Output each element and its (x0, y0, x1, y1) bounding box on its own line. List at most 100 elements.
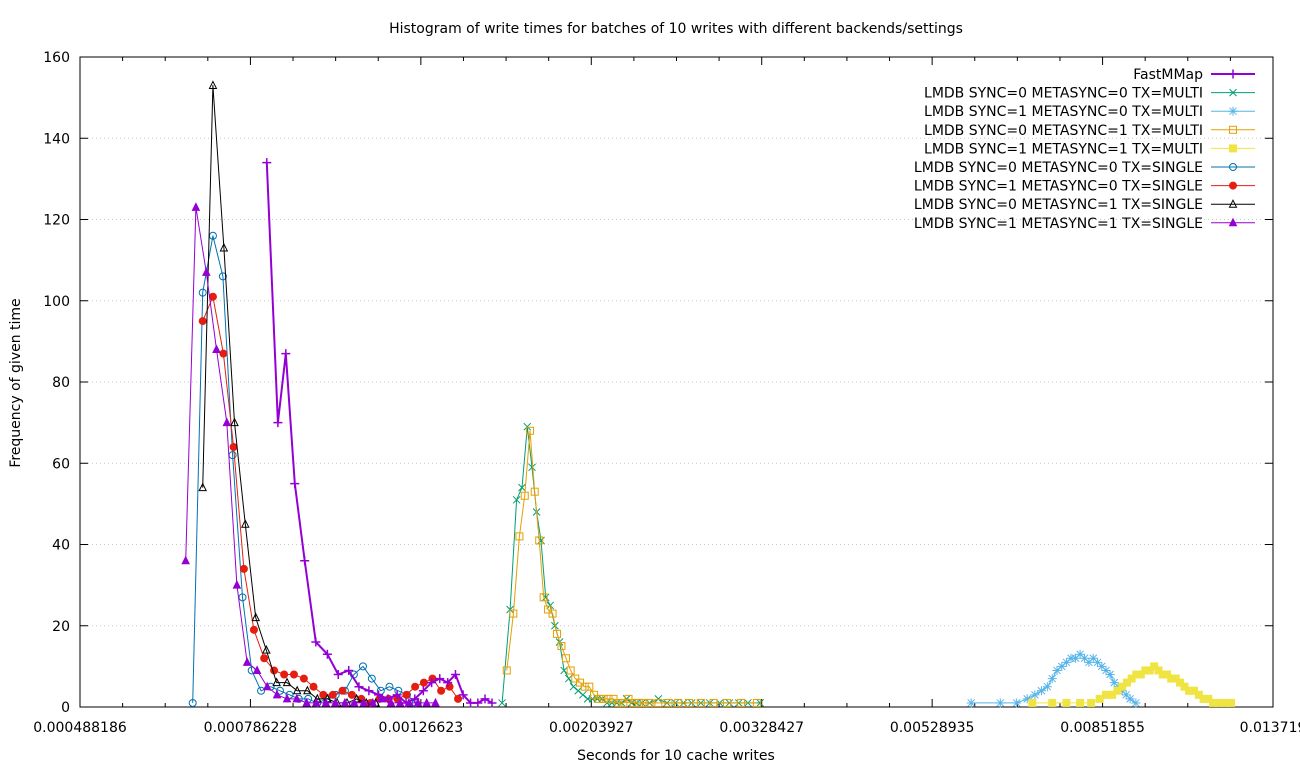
series-5 (188, 231, 420, 707)
y-axis-label: Frequency of given time (8, 298, 24, 467)
series-4-point (1150, 662, 1159, 671)
grid-layer (80, 137, 1273, 627)
legend-swatch-marker (1229, 163, 1237, 171)
series-2-point (1105, 670, 1115, 679)
series-3-point (674, 698, 683, 707)
series-2-point (1109, 678, 1119, 688)
series-6-line (202, 296, 459, 704)
series-7-point (219, 242, 229, 252)
series-2-point (1097, 661, 1107, 671)
series-6-point (319, 690, 328, 699)
series-8-point (302, 697, 311, 707)
legend-label: FastMMap (1133, 67, 1203, 83)
series-7-point (198, 482, 208, 492)
series-1-point (560, 666, 568, 675)
legend-item-6: LMDB SYNC=1 METASYNC=0 TX=SINGLE (914, 179, 1255, 195)
series-1-point (506, 605, 514, 614)
series-3-point (752, 698, 761, 707)
series-8-point (262, 681, 272, 691)
series-4-point (1204, 694, 1213, 703)
series-4-point (1122, 678, 1131, 687)
series-4-point (1076, 698, 1085, 707)
series-8-point (222, 417, 232, 427)
chart-title: Histogram of write times for batches of … (389, 21, 963, 37)
series-3-point (530, 487, 539, 496)
series-7-point (292, 685, 302, 695)
series-2-point (1088, 653, 1098, 663)
series-3-point (640, 698, 649, 707)
legend-item-2: LMDB SYNC=1 METASYNC=0 TX=MULTI (924, 104, 1255, 120)
series-8-point (340, 697, 350, 707)
series-6-point (239, 564, 248, 573)
series-2-point (1093, 657, 1103, 667)
series-0-point (300, 556, 310, 566)
legend-item-0: FastMMap (1133, 67, 1255, 83)
series-3-point (553, 629, 562, 638)
series-6-point (219, 349, 228, 358)
y-tick-label: 120 (43, 213, 70, 229)
series-3-point (645, 698, 654, 707)
series-3-point (722, 698, 731, 707)
series-8-point (282, 693, 292, 703)
x-axis-label: Seconds for 10 cache writes (577, 748, 775, 764)
series-6-point (198, 317, 207, 326)
series-3-point (576, 678, 585, 687)
series-3-point (566, 666, 575, 675)
series-3-point (525, 426, 534, 435)
series-8-point (292, 693, 302, 703)
axes-layer: 0 20 40 60 80 100 120 140 160 0.000488186 0.000786… (33, 50, 1300, 736)
series-3-point (580, 682, 589, 691)
series-0-point (401, 698, 411, 708)
series-6-point (309, 682, 318, 691)
series-3-point (502, 666, 511, 675)
series-2-point (1080, 653, 1090, 663)
series-6-point (249, 625, 258, 634)
y-tick-label: 160 (43, 50, 70, 66)
series-0-point (443, 678, 453, 688)
series-8-point (413, 697, 423, 707)
legend-label: LMDB SYNC=1 METASYNC=0 TX=MULTI (924, 104, 1203, 120)
series-2-point (1066, 653, 1076, 663)
series-7-point (303, 685, 312, 695)
series-8-point (272, 689, 282, 699)
series-8-point (422, 697, 431, 707)
series-3 (502, 426, 761, 707)
x-tick-label: 0.013719 (1240, 720, 1300, 736)
series-2-point (1042, 682, 1052, 692)
series-2-point (1075, 649, 1085, 659)
legend-label: LMDB SYNC=0 METASYNC=1 TX=MULTI (924, 123, 1203, 139)
series-0-point (427, 678, 437, 688)
series-1-point (523, 422, 532, 431)
legend-label: LMDB SYNC=0 METASYNC=1 TX=SINGLE (914, 197, 1203, 213)
series-4-point (1171, 674, 1180, 683)
series-0-line (265, 162, 493, 704)
series-3-point (557, 642, 566, 651)
series-4-point (1113, 686, 1122, 695)
legend-swatch-marker (1228, 199, 1238, 208)
series-3-point (535, 536, 544, 545)
series-3-point (515, 532, 524, 541)
series-2-point (1101, 665, 1111, 675)
series-2-point (1125, 694, 1135, 704)
series-0-point (418, 686, 428, 696)
series-0-point (344, 665, 354, 675)
series-8-point (431, 697, 440, 707)
series-0-point (473, 698, 483, 708)
series-7-point (230, 417, 239, 427)
legend-swatch-marker (1229, 181, 1237, 190)
series-layer (181, 80, 1236, 708)
series-8-point (191, 202, 201, 211)
series-7-point (240, 519, 250, 528)
series-0-point (322, 649, 332, 659)
legend-swatch-marker (1228, 106, 1238, 116)
series-8-point (181, 555, 190, 565)
series-3-point (509, 609, 518, 618)
y-tick-label: 20 (52, 619, 70, 635)
series-8-point (202, 267, 211, 276)
series-7-point (262, 645, 271, 654)
series-6-point (289, 670, 298, 679)
series-8-point (311, 697, 321, 707)
series-5-point (385, 682, 394, 691)
series-6-point (347, 690, 356, 699)
series-4-point (1062, 698, 1071, 707)
